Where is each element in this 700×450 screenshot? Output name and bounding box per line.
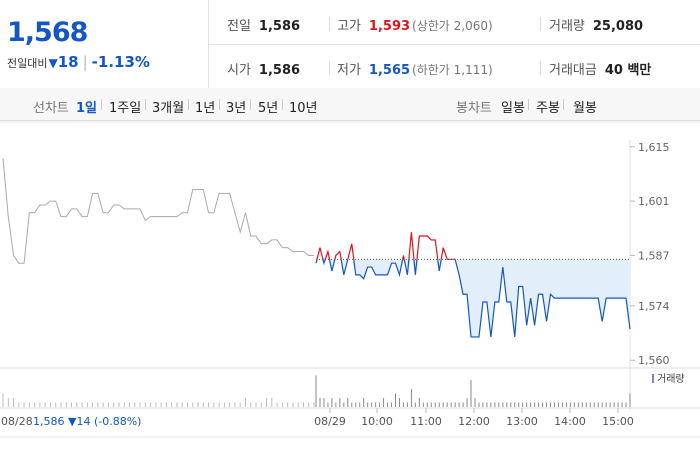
stat-prev-close: 전일 1,586 bbox=[227, 15, 300, 34]
current-price: 1,568 bbox=[7, 17, 88, 48]
change-value: 18 bbox=[57, 53, 79, 71]
tab-10-years[interactable]: 10년 bbox=[289, 101, 318, 116]
x-tick-label: 13:00 bbox=[506, 415, 538, 428]
tab-1-day[interactable]: 1일 bbox=[76, 101, 98, 116]
prev-day-line bbox=[2, 158, 314, 264]
stat-value: 1,565 bbox=[368, 63, 411, 78]
x-tick-label: 10:00 bbox=[361, 415, 393, 428]
divider bbox=[540, 61, 541, 75]
divider bbox=[329, 61, 330, 75]
divider bbox=[145, 99, 146, 110]
y-tick-label: 1,615 bbox=[638, 141, 670, 154]
divider bbox=[329, 17, 330, 31]
stat-open: 시가 1,586 bbox=[227, 59, 300, 78]
y-tick-label: 1,574 bbox=[638, 300, 670, 313]
tab-3-months[interactable]: 3개월 bbox=[152, 101, 185, 116]
price-box: 1,568 전일대비▼18 | -1.13% bbox=[0, 0, 209, 88]
volume-legend-label: 거래량 bbox=[657, 373, 685, 385]
divider bbox=[528, 99, 529, 110]
tab-daily-candle[interactable]: 일봉 bbox=[501, 101, 525, 116]
x-tick-label: 15:00 bbox=[602, 415, 634, 428]
x-tick-label: 12:00 bbox=[458, 415, 490, 428]
tab-weekly-candle[interactable]: 주봉 bbox=[536, 101, 560, 116]
tab-5-years[interactable]: 5년 bbox=[258, 101, 279, 116]
stat-value: 1,586 bbox=[258, 63, 301, 78]
y-tick-label: 1,587 bbox=[638, 249, 670, 262]
today-line-below bbox=[315, 259, 631, 338]
stat-label: 저가 bbox=[337, 63, 361, 78]
stat-label: 전일 bbox=[227, 19, 251, 34]
change-percent: -1.13% bbox=[91, 53, 150, 71]
tab-monthly-candle[interactable]: 월봉 bbox=[573, 101, 597, 116]
stat-value: 1,586 bbox=[258, 19, 301, 34]
x-tick-label: 08/29 bbox=[314, 415, 346, 428]
tab-3-years[interactable]: 3년 bbox=[226, 101, 247, 116]
y-tick-label: 1,601 bbox=[638, 195, 670, 208]
stat-volume: 거래량 25,080 bbox=[549, 15, 643, 34]
x-tick-label: 14:00 bbox=[554, 415, 586, 428]
divider bbox=[563, 99, 564, 110]
down-arrow-icon: ▼ bbox=[48, 56, 58, 70]
price-change: 전일대비▼18 | -1.13% bbox=[7, 53, 150, 71]
stat-value: 25,080 bbox=[592, 19, 644, 34]
stat-value: 40 백만 bbox=[604, 63, 652, 78]
below-baseline-area bbox=[316, 259, 630, 337]
candle-chart-label: 봉차트 bbox=[456, 101, 492, 116]
volume-legend-swatch bbox=[652, 374, 654, 383]
divider bbox=[540, 17, 541, 31]
stats-panel: 전일 1,586 고가 1,593 (상한가 2,060) 거래량 25,080 시가 1… bbox=[209, 0, 700, 88]
divider bbox=[188, 99, 189, 110]
stat-value: 1,593 bbox=[368, 19, 411, 34]
stat-upper-limit: (상한가 2,060) bbox=[412, 19, 493, 33]
stat-lower-limit: (하한가 1,111) bbox=[412, 63, 493, 77]
stat-label: 고가 bbox=[337, 19, 361, 34]
prev-day-date: 08/28 bbox=[1, 415, 33, 428]
divider bbox=[101, 99, 102, 110]
quote-header: 1,568 전일대비▼18 | -1.13% 전일 1,586 고가 1,593 (상한가… bbox=[0, 0, 700, 89]
line-chart-label: 선차트 bbox=[33, 101, 69, 116]
stats-divider bbox=[209, 44, 700, 45]
divider bbox=[282, 99, 283, 110]
stat-high: 고가 1,593 (상한가 2,060) bbox=[337, 15, 493, 34]
prev-day-summary: 1,586 ▼14 (-0.88%) bbox=[33, 415, 141, 428]
tab-1-week[interactable]: 1주일 bbox=[109, 101, 142, 116]
divider bbox=[219, 99, 220, 110]
stat-amount: 거래대금 40 백만 bbox=[549, 59, 651, 78]
change-divider: | bbox=[82, 53, 88, 71]
y-tick-label: 1,560 bbox=[638, 354, 670, 367]
change-label: 전일대비 bbox=[7, 57, 48, 70]
chart-period-tabs: 선차트 1일 1주일 3개월 1년 3년 5년 10년 봉차트 일봉 주봉 월봉 bbox=[0, 88, 700, 121]
stat-label: 거래량 bbox=[549, 19, 585, 34]
stat-label: 거래대금 bbox=[549, 63, 597, 78]
stat-label: 시가 bbox=[227, 63, 251, 78]
tab-1-year[interactable]: 1년 bbox=[195, 101, 216, 116]
divider bbox=[250, 99, 251, 110]
stat-low: 저가 1,565 (하한가 1,111) bbox=[337, 59, 493, 78]
x-tick-label: 11:00 bbox=[410, 415, 442, 428]
